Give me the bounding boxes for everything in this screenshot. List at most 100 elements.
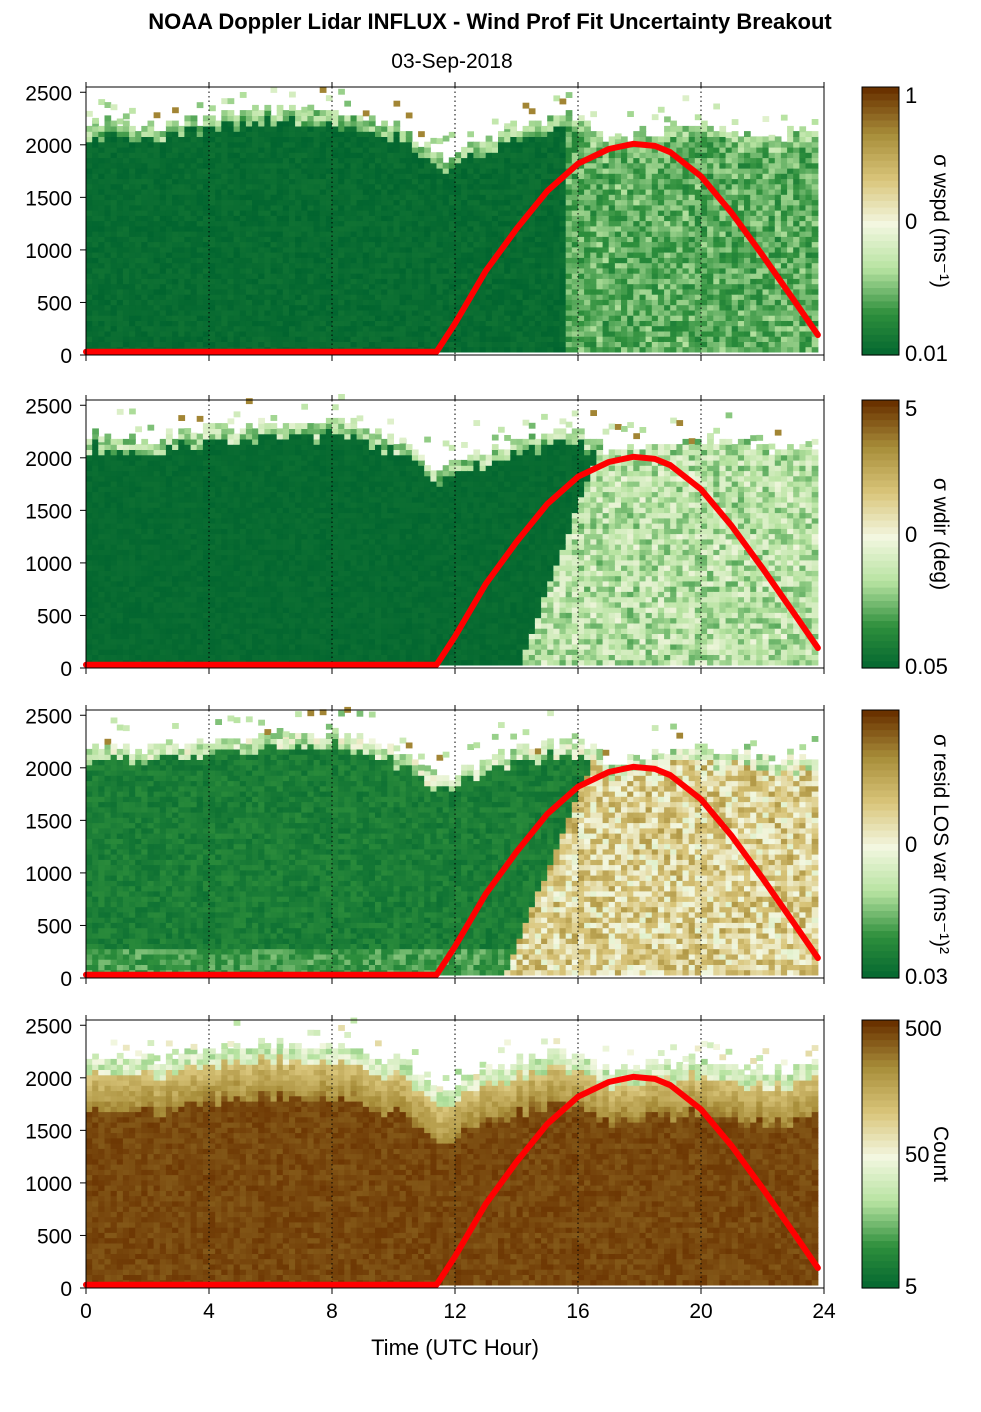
heatmap-cell — [639, 288, 647, 295]
heatmap-cell — [491, 215, 499, 222]
heatmap-cell — [553, 304, 561, 311]
heatmap-cell — [485, 204, 493, 211]
heatmap-cell — [657, 183, 665, 190]
heatmap-cell — [147, 188, 155, 195]
heatmap-cell — [258, 225, 265, 232]
heatmap-cell — [707, 262, 714, 269]
heatmap-cell — [479, 262, 487, 269]
heatmap-cell — [756, 236, 764, 243]
heatmap-cell — [86, 294, 93, 300]
heatmap-cell — [491, 315, 499, 321]
heatmap-cell — [289, 236, 296, 243]
heatmap-cell — [313, 188, 321, 195]
heatmap-cell — [670, 283, 677, 290]
heatmap-cell — [362, 215, 370, 222]
heatmap-cell — [442, 273, 450, 279]
heatmap-cell — [584, 315, 591, 321]
heatmap-cell — [122, 294, 130, 300]
heatmap-cell — [553, 325, 561, 332]
heatmap-cell — [516, 157, 524, 164]
heatmap-cell — [571, 299, 579, 306]
heatmap-cell — [787, 167, 794, 174]
heatmap-cell — [645, 162, 653, 169]
heatmap-cell — [442, 183, 450, 190]
heatmap-cell — [670, 167, 677, 174]
heatmap-cell — [436, 252, 444, 258]
heatmap-cell — [110, 309, 118, 316]
heatmap-cell — [209, 341, 216, 348]
heatmap-cell — [479, 325, 487, 332]
heatmap-cell — [744, 157, 751, 164]
heatmap-cell — [657, 215, 665, 222]
heatmap-cell — [571, 283, 579, 290]
heatmap-cell — [621, 346, 628, 353]
heatmap-cell — [129, 273, 136, 279]
heatmap-cell — [368, 278, 376, 285]
heatmap-cell — [436, 304, 444, 311]
heatmap-cell — [516, 252, 524, 258]
heatmap-cell — [621, 220, 628, 227]
heatmap-cell — [319, 152, 327, 159]
heatmap-cell — [473, 183, 481, 190]
heatmap-cell — [319, 87, 327, 93]
heatmap-cell — [455, 299, 462, 306]
heatmap-cell — [387, 294, 394, 300]
heatmap-cell — [313, 204, 321, 211]
heatmap-cell — [295, 283, 302, 290]
heatmap-cell — [762, 299, 770, 306]
heatmap-cell — [510, 336, 517, 342]
heatmap-cell — [270, 283, 278, 290]
heatmap-cell — [528, 120, 536, 127]
heatmap-cell — [196, 299, 204, 306]
heatmap-cell — [522, 273, 530, 279]
heatmap-cell — [375, 131, 382, 137]
heatmap-cell — [362, 188, 370, 195]
heatmap-cell — [430, 341, 438, 348]
heatmap-cell — [221, 110, 229, 116]
heatmap-cell — [227, 267, 235, 274]
heatmap-cell — [116, 231, 124, 237]
heatmap-cell — [104, 315, 112, 321]
heatmap-cell — [147, 246, 155, 253]
heatmap-cell — [264, 304, 272, 311]
heatmap-cell — [159, 199, 167, 206]
heatmap-cell — [135, 294, 142, 300]
heatmap-cell — [393, 100, 401, 107]
heatmap-cell — [774, 241, 782, 248]
heatmap-cell — [676, 257, 684, 264]
heatmap-cell — [424, 146, 431, 153]
heatmap-cell — [92, 125, 99, 132]
heatmap-cell — [141, 225, 149, 232]
heatmap-cell — [762, 278, 770, 285]
heatmap-cell — [498, 152, 505, 159]
heatmap-cell — [688, 141, 696, 148]
heatmap-cell — [780, 178, 788, 185]
heatmap-cell — [756, 225, 764, 232]
heatmap-cell — [270, 199, 278, 206]
heatmap-cell — [694, 183, 702, 190]
heatmap-cell — [276, 304, 284, 311]
heatmap-cell — [768, 167, 776, 174]
heatmap-cell — [116, 141, 124, 148]
heatmap-cell — [522, 325, 530, 332]
heatmap-cell — [399, 267, 407, 274]
heatmap-cell — [664, 273, 671, 279]
heatmap-cell — [547, 173, 554, 180]
heatmap-cell — [319, 320, 327, 327]
heatmap-cell — [442, 252, 450, 258]
heatmap-cell — [651, 114, 659, 121]
heatmap-cell — [239, 273, 247, 279]
heatmap-cell — [233, 194, 241, 201]
heatmap-cell — [92, 288, 99, 295]
heatmap-cell — [393, 325, 401, 332]
heatmap-cell — [301, 278, 308, 285]
heatmap-cell — [325, 283, 333, 290]
heatmap-cell — [559, 162, 567, 169]
heatmap-cell — [141, 131, 149, 137]
heatmap-cell — [301, 110, 308, 116]
heatmap-cell — [590, 262, 597, 269]
heatmap-cell — [289, 173, 296, 180]
heatmap-cell — [381, 146, 388, 153]
heatmap-cell — [307, 152, 315, 159]
heatmap-cell — [252, 204, 259, 211]
